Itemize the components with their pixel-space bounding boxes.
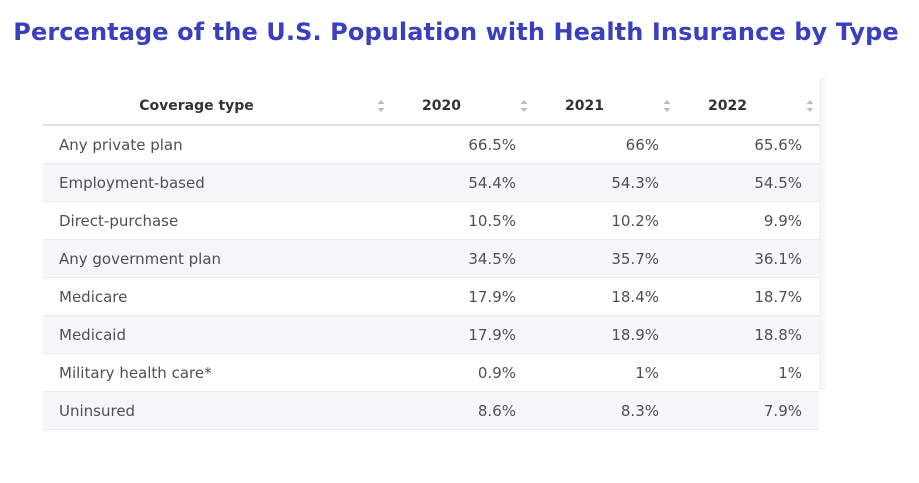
table-row: Military health care* 0.9% 1% 1% [43,353,819,392]
cell-coverage-type: Uninsured [43,391,390,430]
cell-2022: 54.5% [676,163,819,202]
cell-coverage-type: Medicare [43,277,390,316]
table-edge-shadow [819,78,829,390]
cell-2022: 65.6% [676,125,819,164]
header-label: 2021 [565,97,604,114]
cell-2021: 18.9% [533,315,676,354]
coverage-table: Coverage type 2020 2021 [43,87,819,430]
sort-icon[interactable] [663,99,671,113]
header-label: Coverage type [139,97,254,114]
cell-2021: 8.3% [533,391,676,430]
header-coverage-type[interactable]: Coverage type [43,87,390,126]
cell-2021: 1% [533,353,676,392]
cell-2021: 18.4% [533,277,676,316]
cell-2022: 18.7% [676,277,819,316]
table-row: Any private plan 66.5% 66% 65.6% [43,125,819,164]
table-row: Any government plan 34.5% 35.7% 36.1% [43,239,819,278]
table-row: Employment-based 54.4% 54.3% 54.5% [43,163,819,202]
table-row: Medicaid 17.9% 18.9% 18.8% [43,315,819,354]
cell-2020: 17.9% [390,277,533,316]
cell-coverage-type: Military health care* [43,353,390,392]
table-row: Uninsured 8.6% 8.3% 7.9% [43,391,819,430]
cell-2020: 34.5% [390,239,533,278]
table-row: Direct-purchase 10.5% 10.2% 9.9% [43,201,819,240]
page-title: Percentage of the U.S. Population with H… [13,18,899,46]
cell-2022: 18.8% [676,315,819,354]
cell-coverage-type: Any government plan [43,239,390,278]
table-row: Medicare 17.9% 18.4% 18.7% [43,277,819,316]
cell-2020: 10.5% [390,201,533,240]
header-2020[interactable]: 2020 [390,87,533,126]
cell-2022: 7.9% [676,391,819,430]
header-label: 2020 [422,97,461,114]
sort-icon[interactable] [520,99,528,113]
table-header-row: Coverage type 2020 2021 [43,87,819,126]
cell-2020: 17.9% [390,315,533,354]
cell-2021: 10.2% [533,201,676,240]
cell-2021: 35.7% [533,239,676,278]
cell-2020: 54.4% [390,163,533,202]
header-2021[interactable]: 2021 [533,87,676,126]
cell-2022: 36.1% [676,239,819,278]
sort-icon[interactable] [377,99,385,113]
header-label: 2022 [708,97,747,114]
cell-2022: 1% [676,353,819,392]
cell-coverage-type: Medicaid [43,315,390,354]
cell-2020: 66.5% [390,125,533,164]
cell-2021: 54.3% [533,163,676,202]
header-2022[interactable]: 2022 [676,87,819,126]
sort-icon[interactable] [806,99,814,113]
cell-2021: 66% [533,125,676,164]
cell-coverage-type: Direct-purchase [43,201,390,240]
cell-2020: 8.6% [390,391,533,430]
cell-2020: 0.9% [390,353,533,392]
cell-coverage-type: Any private plan [43,125,390,164]
cell-2022: 9.9% [676,201,819,240]
cell-coverage-type: Employment-based [43,163,390,202]
